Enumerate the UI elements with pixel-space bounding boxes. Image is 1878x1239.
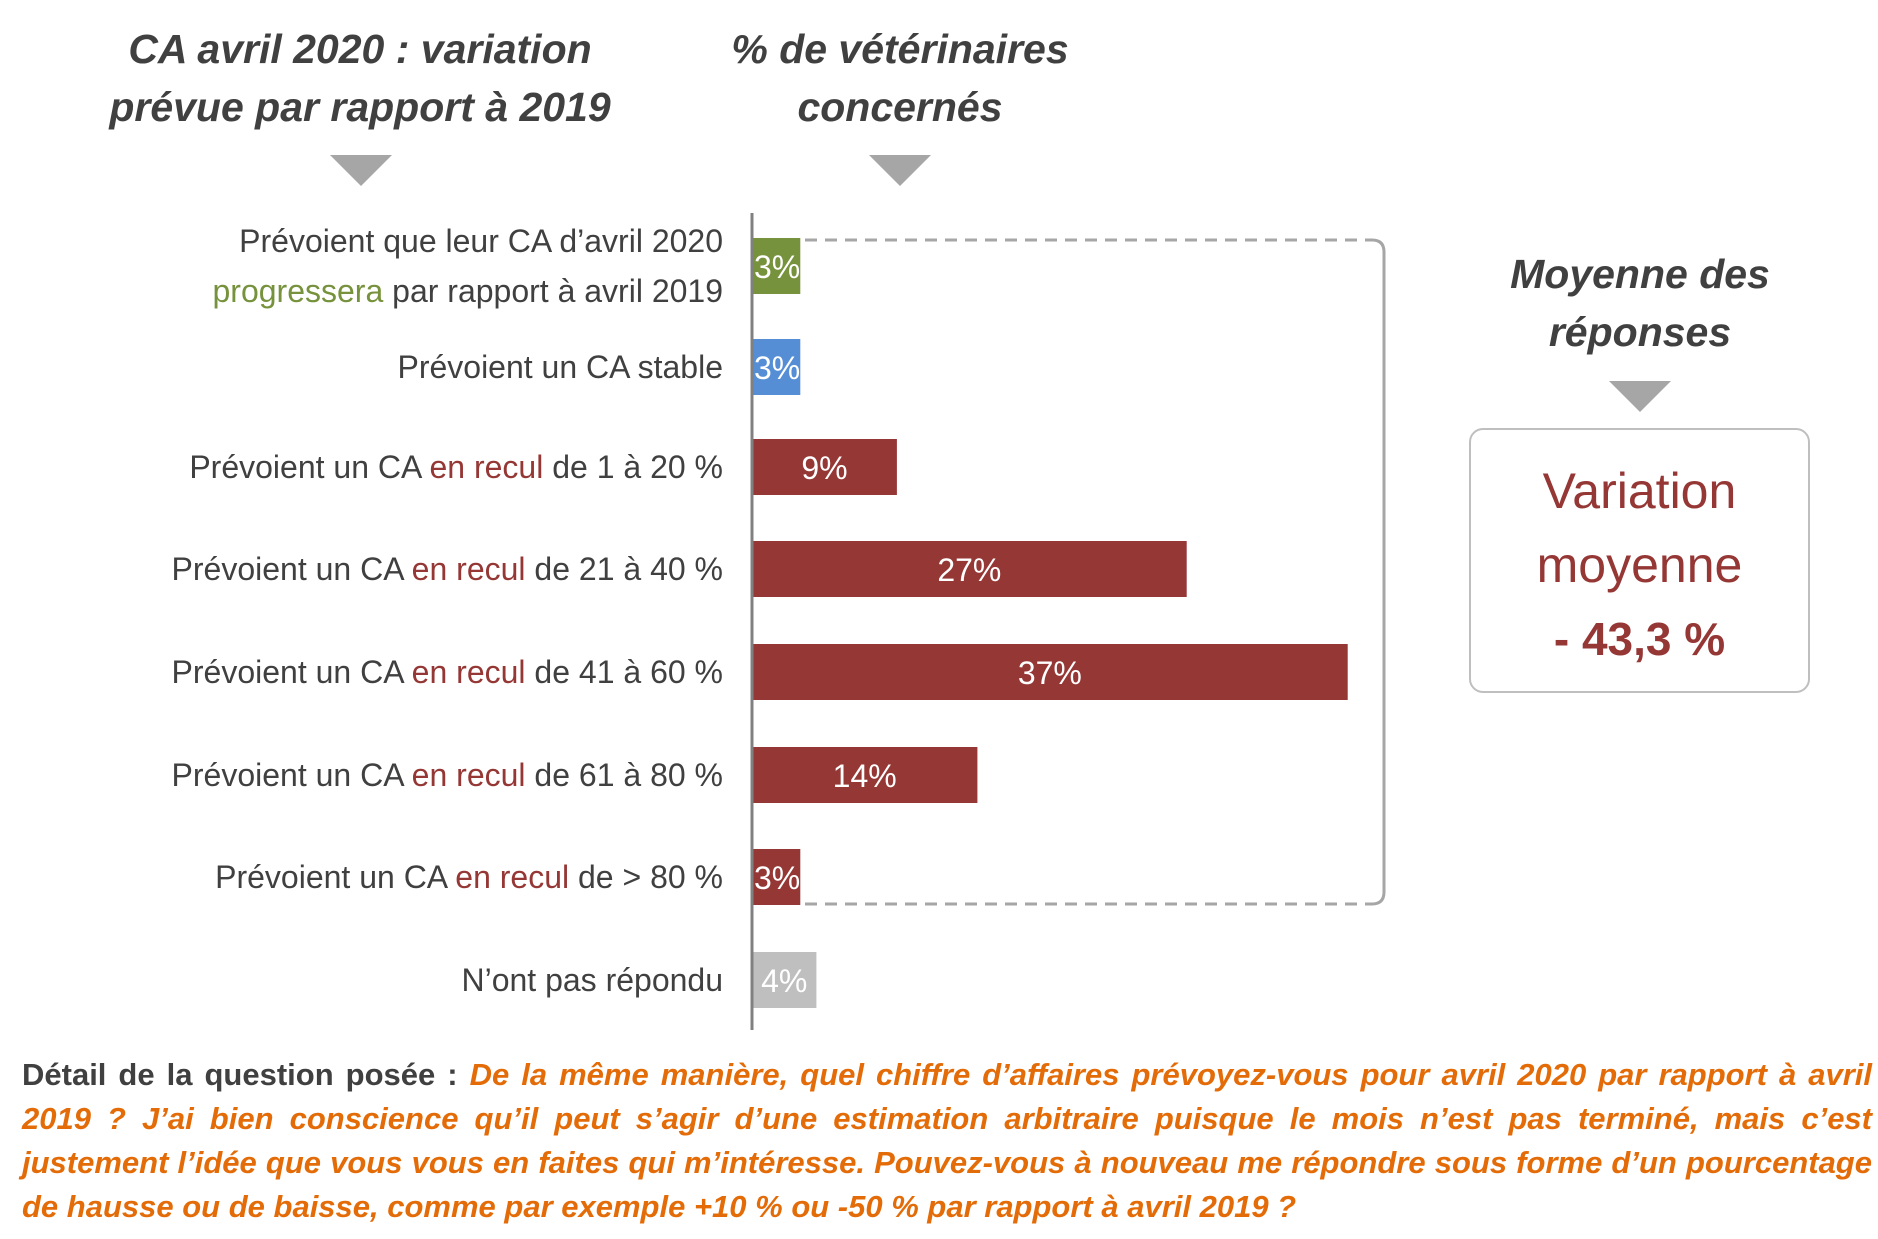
- category-label-text: Prévoient un CA: [171, 757, 403, 793]
- question-detail: Détail de la question posée : De la même…: [22, 1053, 1872, 1229]
- bar-value-label: 3%: [754, 860, 800, 896]
- category-label: Prévoient un CA en recul de 1 à 20 %: [189, 442, 723, 492]
- bar: [752, 747, 978, 803]
- bar-value-label: 3%: [754, 350, 800, 386]
- header-moyenne: Moyenne des réponses: [1510, 251, 1770, 355]
- category-label-text: Prévoient un CA: [189, 449, 421, 485]
- category-label: Prévoient un CA stable: [397, 342, 723, 392]
- category-label: Prévoient un CA en recul de 61 à 80 %: [172, 750, 723, 800]
- bar: [752, 541, 1187, 597]
- category-label-highlight: progressera: [212, 273, 384, 309]
- category-label-text: de > 80 %: [569, 859, 723, 895]
- category-label-highlight: en recul: [402, 757, 526, 793]
- bar-value-label: 37%: [1018, 655, 1082, 691]
- bracket-side: [1371, 238, 1386, 906]
- down-arrow-icon: [1609, 381, 1671, 412]
- category-label: N’ont pas répondu: [461, 955, 723, 1005]
- bar: [752, 238, 801, 294]
- down-arrow-icon: [330, 155, 392, 186]
- down-arrow-icon: [869, 155, 931, 186]
- average-title-line1: Variation: [1542, 463, 1737, 519]
- bar: [752, 439, 897, 495]
- bar: [752, 339, 801, 395]
- category-label-text: de 21 à 40 %: [525, 551, 723, 587]
- bar: [752, 849, 801, 905]
- category-label-text: Prévoient un CA: [171, 551, 403, 587]
- bar-value-label: 4%: [761, 963, 807, 999]
- category-label-highlight: en recul: [446, 859, 570, 895]
- category-label: Prévoient un CA en recul de 21 à 40 %: [172, 544, 723, 594]
- header-ca-variation: CA avril 2020 : variation prévue par rap…: [109, 26, 611, 130]
- bar-value-label: 27%: [937, 552, 1001, 588]
- category-label-text: Prévoient que leur CA d’avril 2020: [239, 223, 723, 259]
- category-label-text: Prévoient un CA: [171, 654, 403, 690]
- bar-value-label: 3%: [754, 249, 800, 285]
- bar-value-label: 14%: [833, 758, 897, 794]
- category-label: Prévoient un CA en recul de > 80 %: [215, 852, 723, 902]
- category-label-text: Prévoient un CA: [215, 859, 447, 895]
- average-value: - 43,3 %: [1553, 613, 1726, 665]
- category-label-text: N’ont pas répondu: [461, 962, 723, 998]
- category-label: Prévoient que leur CA d’avril 2020 progre…: [213, 216, 724, 316]
- category-label-highlight: en recul: [420, 449, 544, 485]
- header-pct-veterinaires: % de vétérinaires concernés: [731, 26, 1069, 130]
- category-label: Prévoient un CA en recul de 41 à 60 %: [172, 647, 723, 697]
- question-text: De la même manière, quel chiffre d’affai…: [22, 1057, 1872, 1224]
- category-label-text: par rapport à avril 2019: [383, 273, 723, 309]
- bar: [752, 952, 817, 1008]
- category-label-text: Prévoient un CA stable: [397, 349, 723, 385]
- bar-chart: 3% 3% 9% 27% 37% 14% 3% 4%: [750, 213, 1386, 1030]
- category-label-highlight: en recul: [402, 654, 526, 690]
- question-label: Détail de la question posée :: [22, 1057, 458, 1092]
- average-variation-box: Variation moyenne - 43,3 %: [1469, 428, 1810, 693]
- category-label-text: de 41 à 60 %: [525, 654, 723, 690]
- category-label-text: de 61 à 80 %: [525, 757, 723, 793]
- category-label-highlight: en recul: [402, 551, 526, 587]
- bar-value-label: 9%: [801, 450, 847, 486]
- category-label-text: de 1 à 20 %: [543, 449, 723, 485]
- average-title-line2: moyenne: [1536, 537, 1743, 593]
- bar: [752, 644, 1348, 700]
